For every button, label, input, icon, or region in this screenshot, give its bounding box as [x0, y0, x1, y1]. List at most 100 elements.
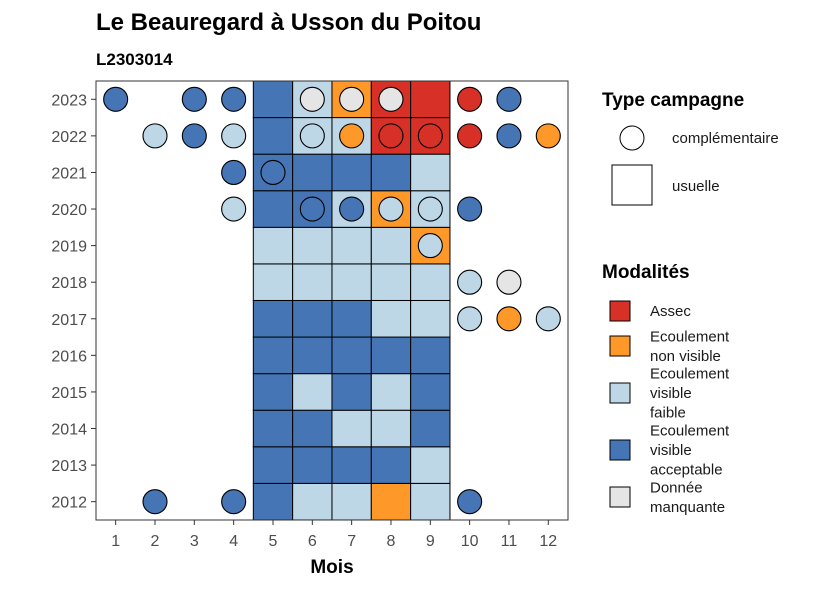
usuelle-cells-layer [252, 80, 451, 521]
cell-2021-7 [331, 153, 372, 192]
point-2017-10 [457, 306, 483, 332]
legend-type-label-usuelle: usuelle [672, 178, 720, 195]
cell-2015-8 [370, 373, 412, 411]
point-2022-9 [417, 123, 443, 149]
cell-2021-8 [370, 153, 412, 192]
cell-2013-7 [331, 446, 372, 484]
cell-2014-7 [331, 409, 372, 448]
cell-2017-5 [252, 299, 294, 338]
point-2022-7 [339, 123, 365, 149]
cell-2012-7 [331, 482, 372, 521]
point-2023-10 [457, 86, 483, 112]
y-tick-label-2018: 2018 [51, 275, 87, 292]
legend-swatch-donnee-manquante [609, 486, 631, 508]
x-tick-label-10: 10 [461, 533, 479, 550]
cell-2015-9 [410, 373, 451, 411]
cell-2017-8 [370, 299, 412, 338]
cell-2013-9 [410, 446, 451, 484]
cell-2021-9 [410, 153, 451, 192]
legend-circle-symbol [619, 125, 645, 151]
y-axis: 2012 2013 2014 2015 2016 2017 2018 2019 2020 2021… [51, 92, 96, 512]
point-2023-4 [221, 86, 247, 112]
cell-2017-9 [410, 299, 451, 338]
legend-label-ecoulement-visible-faible-line1: Ecoulement [650, 366, 730, 383]
point-2022-10 [457, 123, 483, 149]
chart-title: Le Beauregard à Usson du Poitou [96, 9, 481, 36]
y-tick-label-2015: 2015 [51, 385, 87, 402]
y-tick-label-2022: 2022 [51, 129, 87, 146]
point-2022-6 [299, 123, 325, 149]
legend-swatch-assec [609, 300, 631, 322]
legend-label-ecoulement-visible-faible-line2: visible [650, 385, 692, 402]
cell-2013-6 [292, 446, 333, 484]
legend-label-donnee-manquante-line2: manquante [650, 499, 725, 516]
point-2022-4 [221, 123, 247, 149]
cell-2022-5 [252, 117, 294, 155]
cell-2012-9 [410, 482, 451, 521]
y-tick-label-2020: 2020 [51, 202, 87, 219]
point-2022-11 [496, 123, 522, 149]
cell-2012-5 [252, 482, 294, 521]
y-tick-label-2014: 2014 [51, 422, 87, 439]
cell-2019-5 [252, 226, 294, 265]
cell-2018-5 [252, 263, 294, 301]
y-tick-label-2016: 2016 [51, 348, 87, 365]
y-tick-label-2013: 2013 [51, 458, 87, 475]
cell-2016-7 [331, 336, 372, 375]
point-2022-8 [378, 123, 404, 149]
x-tick-label-9: 9 [426, 533, 435, 550]
legend-label-ecoulement-non-visible-line1: Ecoulement [650, 328, 730, 345]
point-2022-2 [142, 123, 168, 149]
legend-label-ecoulement-visible-acceptable-line1: Ecoulement [650, 423, 730, 440]
cell-2015-5 [252, 373, 294, 411]
cell-2018-8 [370, 263, 412, 301]
cell-2018-6 [292, 263, 333, 301]
cell-2017-6 [292, 299, 333, 338]
chart-subtitle: L2303014 [96, 50, 173, 69]
cell-2020-5 [252, 190, 294, 228]
cell-2013-5 [252, 446, 294, 484]
legend-label-assec-line1: Assec [650, 303, 691, 320]
complementaire-points-layer [103, 86, 561, 515]
point-2020-9 [417, 196, 443, 222]
point-2012-10 [457, 489, 483, 515]
legend-modalites-title: Modalités [602, 262, 690, 283]
legend-swatch-ecoulement-visible-acceptable [609, 439, 631, 461]
y-tick-label-2021: 2021 [51, 165, 87, 182]
point-2023-8 [378, 86, 404, 112]
legend-label-ecoulement-visible-acceptable-line2: visible [650, 442, 692, 459]
cell-2014-8 [370, 409, 412, 448]
cell-2019-7 [331, 226, 372, 265]
point-2023-1 [103, 86, 129, 112]
point-2018-11 [496, 269, 522, 295]
cell-2012-8 [370, 482, 412, 521]
x-tick-label-7: 7 [347, 533, 356, 550]
cell-2012-6 [292, 482, 333, 521]
cell-2016-8 [370, 336, 412, 375]
cell-2017-7 [331, 299, 372, 338]
cell-2014-5 [252, 409, 294, 448]
x-tick-label-11: 11 [501, 533, 518, 550]
x-tick-label-4: 4 [229, 533, 238, 550]
cell-2016-9 [410, 336, 451, 375]
point-2020-6 [299, 196, 325, 222]
point-2017-11 [496, 306, 522, 332]
point-2023-7 [339, 86, 365, 112]
plot-panel-border [95, 80, 569, 521]
x-tick-label-6: 6 [308, 533, 317, 550]
x-axis-title: Mois [310, 557, 353, 578]
cell-2019-6 [292, 226, 333, 265]
legend-label-donnee-manquante-line1: Donnée [650, 479, 703, 496]
legend-square-symbol [611, 164, 653, 206]
y-tick-label-2023: 2023 [51, 92, 87, 109]
legend-swatch-ecoulement-non-visible [609, 335, 631, 357]
point-2022-12 [535, 123, 561, 149]
cell-2016-5 [252, 336, 294, 375]
legend-swatch-ecoulement-visible-faible [609, 382, 631, 404]
cell-2013-8 [370, 446, 412, 484]
legend-type-campagne: Type campagne complémentaire usuelle [602, 90, 779, 206]
x-axis: 1 2 3 4 5 6 7 8 9 10 11 12 [111, 520, 557, 550]
point-2022-3 [181, 123, 207, 149]
point-2023-11 [496, 86, 522, 112]
